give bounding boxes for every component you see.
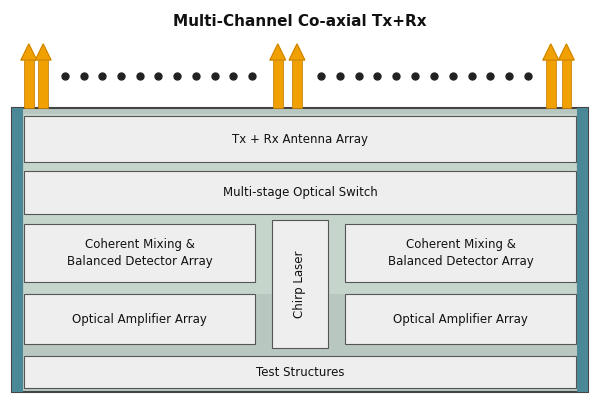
Bar [562,60,571,108]
Bar [546,60,556,108]
Polygon shape [21,44,37,60]
Bar [345,224,576,282]
Bar [24,114,576,294]
Polygon shape [543,44,559,60]
Text: Chirp Laser: Chirp Laser [293,250,307,318]
Bar [24,60,34,108]
Polygon shape [35,44,51,60]
Text: Test Structures: Test Structures [256,366,344,378]
Bar [345,294,576,344]
Bar [272,220,328,348]
Bar [12,108,588,392]
Text: Multi-stage Optical Switch: Multi-stage Optical Switch [223,186,377,199]
Polygon shape [270,44,286,60]
Bar [292,60,302,108]
Bar [577,108,588,392]
Text: Coherent Mixing &
Balanced Detector Array: Coherent Mixing & Balanced Detector Arra… [67,238,212,268]
Text: Optical Amplifier Array: Optical Amplifier Array [393,312,528,326]
Bar [38,60,48,108]
Bar [12,108,23,392]
Bar [24,356,576,388]
Bar [24,294,255,344]
Text: Coherent Mixing &
Balanced Detector Array: Coherent Mixing & Balanced Detector Arra… [388,238,533,268]
Polygon shape [289,44,305,60]
Text: Multi-Channel Co-axial Tx+Rx: Multi-Channel Co-axial Tx+Rx [173,14,427,29]
Bar [24,171,576,214]
Bar [24,116,576,162]
Text: Optical Amplifier Array: Optical Amplifier Array [72,312,207,326]
Bar [24,224,255,282]
Bar [273,60,283,108]
Polygon shape [559,44,574,60]
Text: Tx + Rx Antenna Array: Tx + Rx Antenna Array [232,132,368,146]
